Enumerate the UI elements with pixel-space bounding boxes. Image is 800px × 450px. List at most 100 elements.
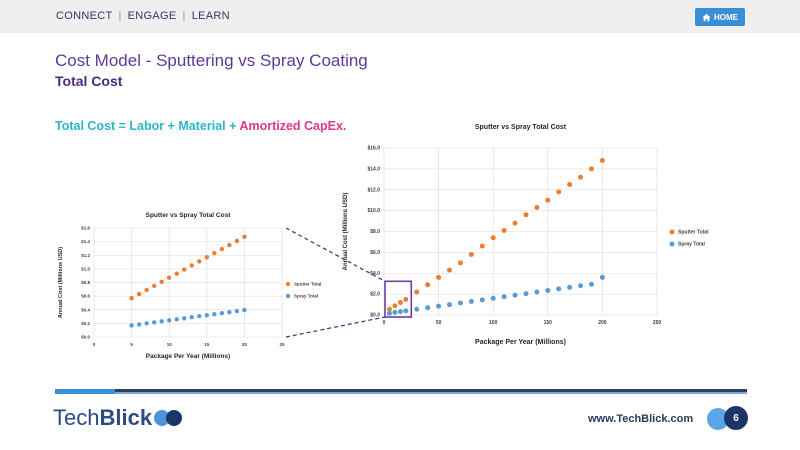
- y-tick-label: $1.2: [81, 253, 90, 258]
- y-tick-label: $12.0: [367, 187, 380, 193]
- spray-point: [392, 309, 398, 315]
- spray-point: [545, 287, 551, 293]
- legend-marker: [669, 229, 675, 235]
- y-tick-label: $8.0: [370, 229, 380, 235]
- y-tick-label: $1.6: [81, 226, 90, 231]
- spray-point: [523, 291, 529, 297]
- y-tick-label: $6.0: [370, 250, 380, 256]
- sputter-point: [189, 263, 194, 268]
- sputter-point: [144, 287, 149, 293]
- spray-point: [144, 321, 149, 326]
- chart-title: Sputter vs Spray Total Cost: [475, 124, 567, 131]
- y-tick-label: $16.0: [367, 146, 380, 152]
- legend-label: Sputter Total: [678, 230, 709, 236]
- sputter-point: [151, 283, 157, 289]
- x-axis-label: Package Per Year (Millions): [475, 339, 566, 346]
- legend-marker: [285, 293, 291, 299]
- sputter-point: [397, 299, 403, 305]
- x-tick-label: 5: [130, 342, 133, 347]
- slide-subtitle: Total Cost: [55, 73, 123, 89]
- sputter-point: [578, 174, 584, 180]
- x-tick-label: 15: [204, 342, 210, 347]
- spray-point: [136, 322, 142, 327]
- footer-url[interactable]: www.TechBlick.com: [588, 413, 694, 425]
- sputter-point: [242, 234, 247, 240]
- nav-separator: |: [182, 10, 186, 22]
- x-tick-label: 150: [544, 320, 553, 326]
- spray-point: [219, 310, 225, 316]
- y-tick-label: $0.4: [81, 307, 90, 312]
- spray-point: [588, 281, 594, 287]
- sputter-point: [204, 255, 209, 260]
- page-number: 6: [724, 406, 748, 430]
- top-bar: CONNECT | ENGAGE | LEARN HOME: [0, 0, 800, 33]
- sputter-point: [403, 296, 409, 302]
- y-tick-label: $14.0: [367, 166, 380, 172]
- x-tick-label: 200: [598, 320, 607, 326]
- sputter-point: [167, 275, 172, 280]
- spray-point: [479, 297, 485, 303]
- x-tick-label: 25: [279, 342, 285, 347]
- sputter-point: [129, 295, 134, 301]
- spray-point: [490, 295, 496, 301]
- spray-point: [567, 284, 573, 290]
- sputter-point: [227, 242, 232, 248]
- formula-part-2: Amortized CapEx.: [239, 119, 347, 133]
- slide-title: Cost Model - Sputtering vs Spray Coating: [55, 51, 368, 70]
- home-button[interactable]: HOME: [695, 8, 745, 26]
- spray-point: [167, 318, 172, 323]
- nav-separator: |: [118, 10, 122, 22]
- sputter-point: [219, 246, 225, 252]
- x-tick-label: 10: [167, 342, 173, 347]
- y-tick-label: $10.0: [367, 208, 380, 214]
- y-tick-label: $0.0: [370, 313, 380, 319]
- x-tick-label: 50: [436, 320, 442, 326]
- sputter-point: [523, 212, 529, 218]
- y-tick-label: $4.0: [370, 271, 380, 277]
- sputter-point: [212, 251, 217, 256]
- sputter-point: [425, 282, 431, 288]
- zoom-connector-top: [285, 227, 386, 282]
- y-tick-label: $0.8: [81, 280, 90, 285]
- sputter-point: [588, 166, 594, 172]
- sputter-point: [479, 243, 485, 249]
- y-tick-label: $2.0: [370, 292, 380, 298]
- spray-point: [197, 314, 202, 319]
- spray-point: [212, 311, 217, 317]
- spray-point: [403, 308, 409, 314]
- spray-point: [436, 303, 442, 309]
- spray-point: [447, 302, 453, 308]
- home-button-label: HOME: [714, 12, 738, 22]
- footer-accent: [55, 389, 115, 394]
- nav-connect[interactable]: CONNECT: [56, 10, 113, 22]
- sputter-point: [414, 289, 420, 295]
- x-tick-label: 0: [383, 320, 386, 326]
- y-axis-label: Annual Cost (Millions USD): [343, 193, 349, 271]
- footer-divider-light: [55, 392, 747, 394]
- sputter-point: [182, 267, 187, 272]
- nav-learn[interactable]: LEARN: [191, 10, 230, 22]
- spray-point: [151, 320, 157, 325]
- spray-point: [599, 274, 605, 280]
- x-tick-label: 20: [242, 342, 248, 347]
- spray-point: [129, 323, 134, 328]
- techblick-logo[interactable]: Tech Blick: [53, 405, 188, 431]
- sputter-point: [457, 260, 463, 266]
- spray-point: [227, 309, 232, 315]
- nav-engage[interactable]: ENGAGE: [127, 10, 177, 22]
- sputter-point: [159, 279, 164, 285]
- x-axis-label: Package Per Year (Millions): [146, 353, 230, 360]
- x-tick-label: 250: [653, 320, 662, 326]
- footer-divider: [55, 389, 747, 392]
- logo-text-tech: Tech: [53, 405, 100, 430]
- sputter-point: [234, 238, 240, 244]
- sputter-point: [599, 158, 605, 164]
- y-tick-label: $1.4: [81, 239, 90, 244]
- legend-label: Spray Total: [294, 294, 318, 299]
- spray-point: [468, 298, 474, 304]
- chart-large: $0.0 $2.0 $4.0 $6.0 $8.0 $10.0 $12.0 $14.0 $16.0…: [285, 124, 709, 346]
- legend-label: Spray Total: [678, 242, 705, 248]
- sputter-point: [468, 251, 474, 257]
- page-badge-accent: [707, 408, 729, 430]
